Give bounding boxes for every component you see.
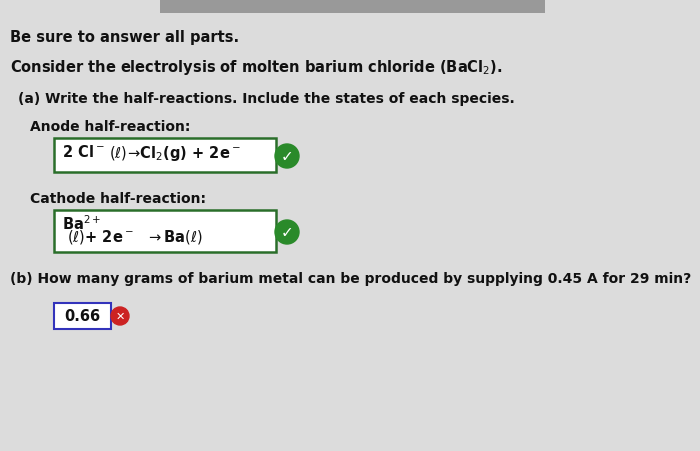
FancyBboxPatch shape — [54, 304, 111, 329]
Text: ✕: ✕ — [116, 311, 125, 321]
Text: Anode half-reaction:: Anode half-reaction: — [30, 120, 190, 133]
FancyBboxPatch shape — [54, 211, 276, 253]
Text: Consider the electrolysis of molten barium chloride (BaCl$_2$).: Consider the electrolysis of molten bari… — [10, 58, 503, 77]
Text: Cathode half-reaction:: Cathode half-reaction: — [30, 192, 206, 206]
FancyBboxPatch shape — [160, 0, 545, 14]
Text: ✓: ✓ — [281, 149, 293, 164]
Circle shape — [275, 221, 299, 244]
Text: (b) How many grams of barium metal can be produced by supplying 0.45 A for 29 mi: (b) How many grams of barium metal can b… — [10, 272, 692, 285]
Text: (a) Write the half-reactions. Include the states of each species.: (a) Write the half-reactions. Include th… — [18, 92, 514, 106]
Text: Ba$^{2+}$: Ba$^{2+}$ — [62, 213, 102, 232]
FancyBboxPatch shape — [54, 139, 276, 173]
Text: 0.66: 0.66 — [64, 309, 100, 324]
Text: ✓: ✓ — [281, 225, 293, 240]
Circle shape — [275, 145, 299, 169]
Text: $(\ell)$+ 2e$^-$  $\rightarrow$Ba$(\ell)$: $(\ell)$+ 2e$^-$ $\rightarrow$Ba$(\ell)$ — [62, 227, 202, 245]
Text: $(\ell)\!\rightarrow\!$Cl$_2$(g) + 2e$^-$: $(\ell)\!\rightarrow\!$Cl$_2$(g) + 2e$^-… — [104, 144, 241, 163]
Circle shape — [111, 307, 129, 325]
Text: Be sure to answer all parts.: Be sure to answer all parts. — [10, 30, 239, 45]
Text: 2 Cl$^-$: 2 Cl$^-$ — [62, 144, 105, 160]
